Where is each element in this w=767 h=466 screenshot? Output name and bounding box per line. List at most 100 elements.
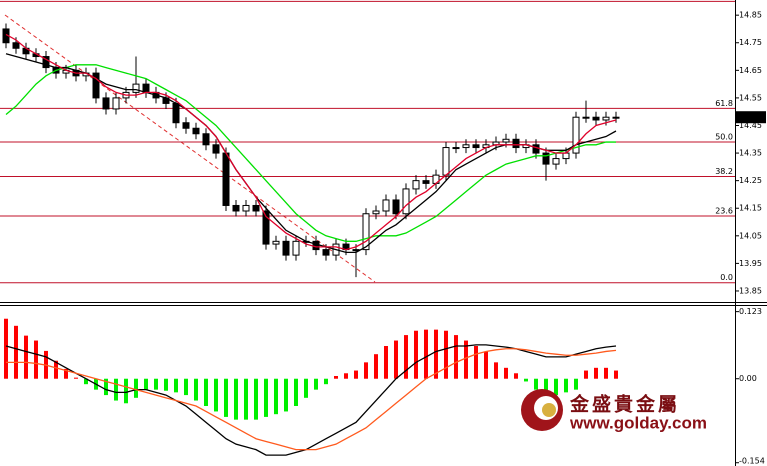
histogram-bar	[134, 378, 138, 398]
histogram-bar	[354, 370, 358, 379]
histogram-bar	[474, 346, 478, 379]
candle-body	[452, 147, 460, 150]
fib-trendline	[4, 14, 376, 283]
candle-body	[602, 116, 610, 121]
candle-body	[462, 144, 470, 149]
fib-label: 0.0	[720, 273, 733, 282]
fib-label: 50.0	[715, 133, 733, 142]
fib-label: 100.0	[710, 0, 733, 1]
histogram-bar	[34, 340, 38, 379]
histogram-bar	[54, 360, 58, 379]
histogram-bar	[4, 318, 8, 379]
histogram-bar	[494, 362, 498, 379]
histogram-bar	[104, 378, 108, 396]
histogram-bar	[514, 373, 518, 379]
y-tick-label: 0.00	[739, 374, 757, 383]
candle-body	[272, 240, 280, 245]
histogram-bar	[414, 330, 418, 379]
line-series	[5, 64, 616, 242]
histogram-bar	[334, 376, 338, 379]
candle-body	[402, 188, 410, 215]
histogram-bar	[184, 378, 188, 396]
histogram-bar	[304, 378, 308, 398]
candle-body	[172, 102, 180, 124]
histogram-bar	[564, 378, 568, 393]
histogram-bar	[454, 335, 458, 379]
histogram-bar	[434, 329, 438, 379]
histogram-bar	[224, 378, 228, 417]
histogram-bar	[554, 378, 558, 396]
candle-body	[12, 42, 20, 49]
histogram-bar	[344, 373, 348, 379]
fib-label: 23.6	[715, 206, 733, 215]
candle-body	[242, 204, 250, 212]
watermark: 金盛貴金屬 www.golday.com	[521, 389, 707, 432]
histogram-bar	[234, 378, 238, 420]
y-tick-label: 14.45	[739, 121, 762, 130]
histogram-bar	[214, 378, 218, 412]
histogram-bar	[294, 378, 298, 406]
candle-body	[592, 116, 600, 121]
candle-body	[132, 83, 140, 93]
histogram-bar	[374, 354, 378, 379]
logo-core	[542, 403, 556, 417]
fib-label: 61.8	[715, 99, 733, 108]
histogram-bar	[314, 378, 318, 390]
histogram-bar	[194, 378, 198, 401]
candle-body	[442, 147, 450, 176]
histogram-bar	[594, 367, 598, 379]
histogram-bar	[174, 378, 178, 393]
candle-body	[202, 133, 210, 146]
candle-body	[532, 144, 540, 154]
candle-body	[372, 210, 380, 215]
candle-body	[362, 213, 370, 251]
last-price-label: 14.48	[739, 113, 762, 122]
candle-body	[542, 152, 550, 165]
candle-body	[392, 199, 400, 215]
histogram-bar	[274, 378, 278, 415]
histogram-bar	[254, 378, 258, 420]
candle-body	[572, 116, 580, 154]
histogram-bar	[164, 378, 168, 391]
last-price-box	[736, 111, 766, 124]
histogram-bar	[144, 378, 148, 390]
line-series	[6, 348, 617, 451]
y-tick-label: 14.65	[739, 66, 762, 75]
histogram-bar	[264, 378, 268, 417]
candle-body	[102, 97, 110, 110]
candle-body	[382, 199, 390, 212]
histogram-bar	[364, 362, 368, 379]
candle-body	[612, 116, 620, 119]
candle-body	[112, 97, 120, 110]
histogram-bar	[14, 325, 18, 379]
histogram-bar	[384, 346, 388, 379]
y-tick-label: 14.15	[739, 204, 762, 213]
candle-body	[212, 144, 220, 154]
histogram-bar	[114, 378, 118, 401]
candle-body	[292, 240, 300, 256]
y-tick-label: -0.154	[739, 457, 765, 466]
y-tick-label: 13.85	[739, 286, 762, 295]
candle-body	[422, 180, 430, 184]
histogram-bar	[74, 377, 78, 379]
histogram-bar	[604, 367, 608, 379]
candle-body	[222, 152, 230, 206]
histogram-bar	[154, 378, 158, 390]
candle-body	[282, 240, 290, 256]
histogram-bar	[324, 378, 328, 385]
watermark-url: www.golday.com	[569, 413, 707, 432]
candle-body	[472, 144, 480, 149]
y-tick-label: 14.55	[739, 93, 762, 102]
y-tick-label: 14.75	[739, 38, 762, 47]
histogram-bar	[394, 340, 398, 379]
histogram-bar	[444, 330, 448, 379]
candle-body	[412, 180, 420, 190]
y-tick-label: 13.95	[739, 259, 762, 268]
watermark-brand: 金盛貴金屬	[569, 393, 680, 416]
candle-body	[262, 210, 270, 245]
histogram-bar	[244, 378, 248, 420]
candle-body	[582, 116, 590, 119]
histogram-bar	[504, 367, 508, 379]
candle-body	[232, 204, 240, 212]
histogram-bar	[124, 378, 128, 404]
